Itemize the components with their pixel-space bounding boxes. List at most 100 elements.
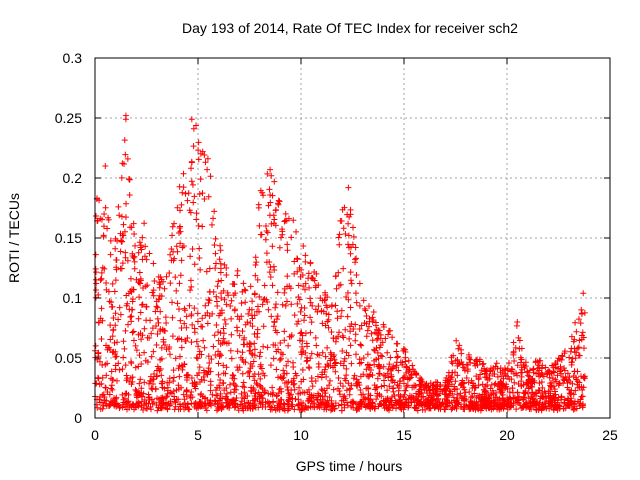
data-point [454, 372, 461, 379]
data-point [338, 401, 345, 408]
data-point [216, 382, 223, 389]
data-point [297, 273, 304, 280]
data-point [284, 298, 291, 305]
data-point [558, 394, 565, 401]
data-point [189, 394, 196, 401]
data-point [397, 393, 404, 400]
data-point [249, 298, 256, 305]
data-point [196, 378, 203, 385]
data-point [348, 382, 355, 389]
data-point [376, 391, 383, 398]
data-point [212, 250, 219, 257]
data-point [241, 384, 248, 391]
data-point [239, 288, 246, 295]
data-point [270, 263, 277, 270]
data-point [253, 259, 260, 266]
data-point [525, 372, 532, 379]
data-point [342, 326, 349, 333]
data-point [133, 347, 140, 354]
data-point [297, 330, 304, 337]
data-point [325, 311, 332, 318]
data-point [269, 192, 276, 199]
data-point [178, 344, 185, 351]
data-point [151, 278, 158, 285]
data-point [400, 374, 407, 381]
data-point [393, 348, 400, 355]
data-point [269, 406, 276, 413]
data-point [449, 360, 456, 367]
data-point [335, 269, 342, 276]
data-point [347, 342, 354, 349]
data-point [339, 332, 346, 339]
data-point [260, 323, 267, 330]
data-point [347, 304, 354, 311]
data-point [360, 396, 367, 403]
data-point [290, 364, 297, 371]
data-point [185, 190, 192, 197]
data-point [140, 284, 147, 291]
data-point [399, 359, 406, 366]
data-point [143, 303, 150, 310]
data-point [169, 333, 176, 340]
data-point [155, 296, 162, 303]
data-point [128, 306, 135, 313]
data-point [315, 403, 322, 410]
data-point [164, 379, 171, 386]
data-point [302, 330, 309, 337]
data-point [479, 361, 486, 368]
data-point [577, 320, 584, 327]
data-point [544, 369, 551, 376]
data-point [567, 391, 574, 398]
data-point [98, 305, 105, 312]
data-point [210, 289, 217, 296]
data-point [220, 287, 227, 294]
data-point [275, 200, 282, 207]
data-point [453, 337, 460, 344]
data-point [199, 223, 206, 230]
data-point [496, 386, 503, 393]
data-point [164, 393, 171, 400]
data-point [272, 207, 279, 214]
data-point [220, 379, 227, 386]
data-point [158, 293, 165, 300]
data-point [112, 353, 119, 360]
data-point [118, 265, 125, 272]
data-point [170, 378, 177, 385]
data-point [579, 393, 586, 400]
data-point [154, 330, 161, 337]
data-point [202, 302, 209, 309]
data-point [297, 308, 304, 315]
data-point [240, 358, 247, 365]
data-point [328, 303, 335, 310]
data-point [322, 390, 329, 397]
data-point [388, 377, 395, 384]
data-point [381, 377, 388, 384]
data-point [453, 405, 460, 412]
x-tick-label: 20 [499, 427, 515, 443]
data-point [128, 286, 135, 293]
data-point [302, 258, 309, 265]
data-point [296, 337, 303, 344]
data-point [191, 305, 198, 312]
data-point [250, 400, 257, 407]
data-point [143, 317, 150, 324]
data-point [367, 396, 374, 403]
data-point [441, 406, 448, 413]
data-point [387, 327, 394, 334]
data-point [220, 330, 227, 337]
data-point [382, 335, 389, 342]
data-point [369, 400, 376, 407]
data-point [190, 143, 197, 150]
data-point [203, 268, 210, 275]
data-point [482, 383, 489, 390]
data-point [299, 367, 306, 374]
data-point [146, 380, 153, 387]
data-point [327, 355, 334, 362]
data-point [314, 351, 321, 358]
data-point [204, 155, 211, 162]
data-point [357, 401, 364, 408]
data-point [319, 369, 326, 376]
data-point [525, 379, 532, 386]
data-point [235, 367, 242, 374]
data-point [97, 215, 104, 222]
